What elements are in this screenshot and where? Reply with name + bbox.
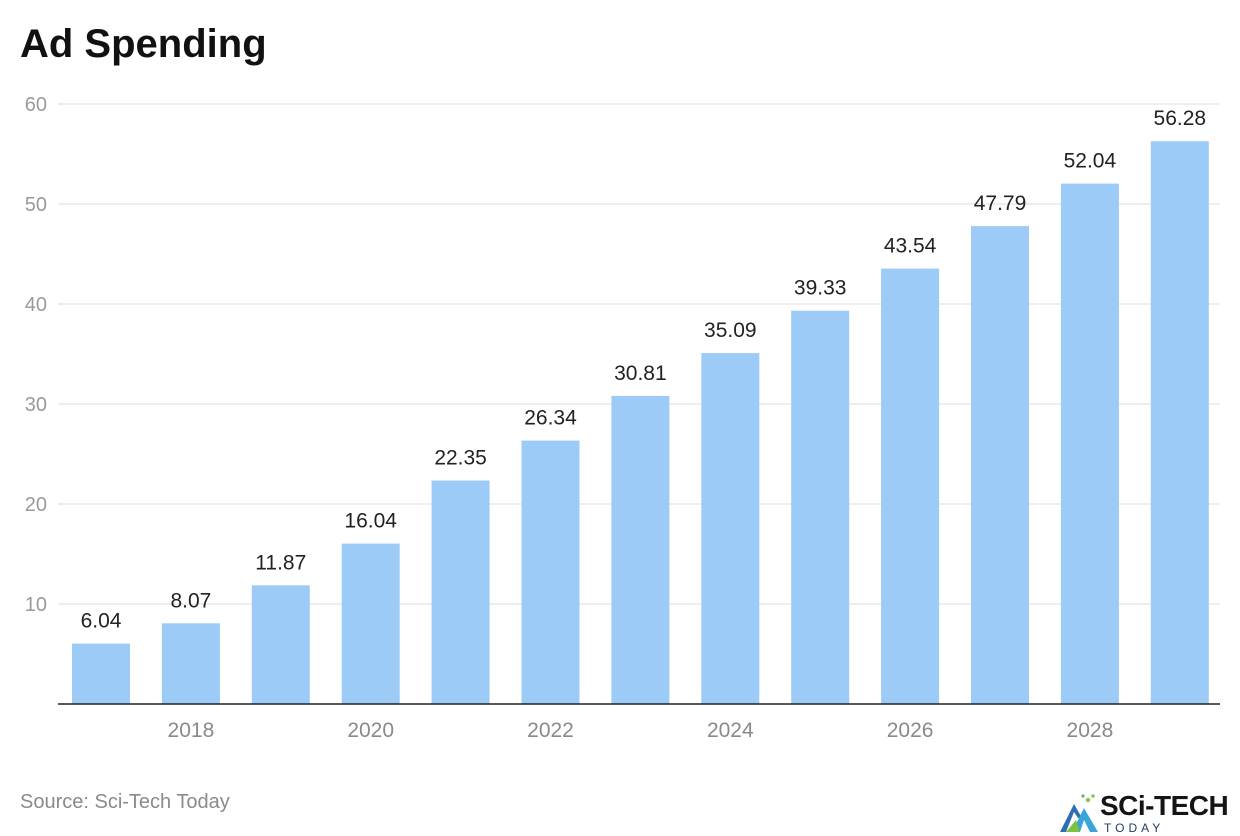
bar — [971, 226, 1029, 704]
data-label: 26.34 — [524, 407, 577, 430]
y-tick-label: 60 — [25, 94, 47, 116]
bar — [251, 585, 310, 704]
logo-mountain-icon — [1060, 794, 1098, 832]
y-tick-label: 10 — [25, 594, 47, 616]
bar — [1150, 141, 1209, 704]
logo-wordmark: SCi-TECH — [1100, 790, 1229, 821]
bar — [72, 643, 130, 704]
bar-chart: 10 20 30 40 50 60 6.04 8.07 2018 11.87 16.04 2020 22… — [25, 94, 1220, 742]
bar — [791, 310, 850, 704]
data-label: 43.54 — [884, 235, 937, 258]
bar — [521, 440, 580, 704]
logo-subtitle: TODAY — [1104, 821, 1165, 835]
data-label: 22.35 — [434, 447, 487, 470]
bar — [431, 480, 490, 704]
bar — [1060, 183, 1119, 705]
x-tick-label: 2020 — [347, 719, 394, 742]
data-label: 35.09 — [704, 319, 757, 342]
data-label: 30.81 — [614, 362, 667, 385]
bar — [341, 543, 400, 704]
bar — [701, 353, 760, 704]
bar — [611, 395, 670, 704]
data-label: 6.04 — [81, 610, 122, 633]
y-tick-label: 40 — [25, 294, 47, 316]
x-tick-label: 2028 — [1067, 719, 1114, 742]
y-tick-label: 50 — [25, 194, 47, 216]
y-tick-label: 20 — [25, 494, 47, 516]
data-label: 47.79 — [974, 192, 1027, 215]
data-label: 52.04 — [1064, 150, 1117, 173]
data-label: 11.87 — [255, 551, 306, 574]
data-label: 8.07 — [170, 589, 211, 612]
chart-title: Ad Spending — [20, 22, 267, 66]
source-note: Source: Sci-Tech Today — [20, 791, 230, 813]
x-tick-label: 2018 — [168, 719, 215, 742]
data-label: 16.04 — [344, 510, 397, 533]
x-tick-label: 2026 — [887, 719, 934, 742]
x-tick-label: 2022 — [527, 719, 574, 742]
data-label: 39.33 — [794, 277, 847, 300]
sci-tech-logo: SCi-TECH TODAY — [1058, 790, 1238, 835]
y-tick-label: 30 — [25, 394, 47, 416]
data-label: 56.28 — [1154, 107, 1207, 130]
bar — [881, 268, 940, 704]
bar — [161, 623, 220, 704]
x-tick-label: 2024 — [707, 719, 754, 742]
